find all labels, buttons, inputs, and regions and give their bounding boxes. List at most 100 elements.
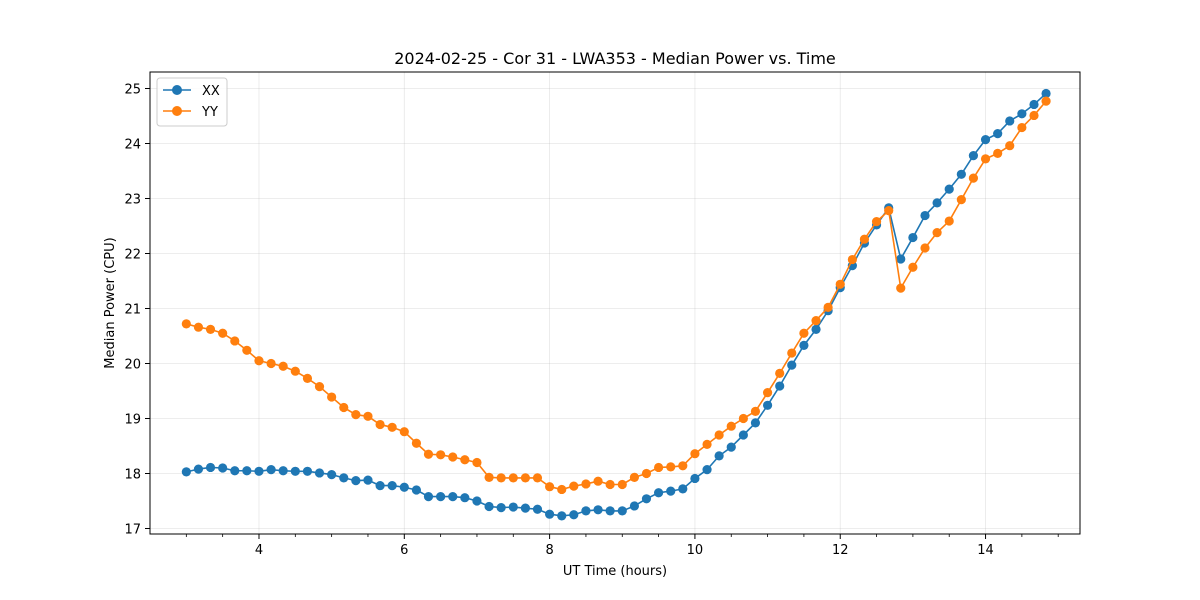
data-point-yy [678,461,688,471]
data-point-yy [944,216,954,226]
data-point-xx [581,506,591,516]
data-point-yy [605,479,615,490]
plot-frame [149,71,1081,535]
data-point-xx [314,468,325,478]
data-point-xx [993,129,1003,139]
y-tick-label: 24 [124,138,141,153]
data-point-yy [690,449,700,459]
data-point-xx [290,466,300,476]
data-point-xx [787,360,797,370]
data-point-yy [775,368,785,378]
data-point-yy [520,473,531,483]
data-point-yy [762,388,773,398]
data-point-xx [944,184,954,194]
data-point-xx [557,511,567,521]
data-point-yy [387,422,397,432]
data-point-xx [181,467,191,477]
data-point-xx [726,442,736,452]
data-point-xx [678,484,688,494]
data-point-yy [460,455,470,465]
data-point-xx [980,135,991,145]
data-point-yy [956,195,966,205]
data-point-yy [205,324,216,334]
data-point-yy [847,254,857,265]
data-point-xx [641,494,652,504]
data-point-xx [1005,116,1015,126]
data-point-xx [799,340,809,350]
y-axis-title: Median Power (CPU) [103,237,118,368]
data-point-yy [1005,141,1015,151]
data-point-yy [351,410,361,420]
data-point-yy [968,173,979,183]
data-point-yy [496,473,506,483]
data-point-yy [375,419,385,430]
data-point-xx [811,324,821,334]
data-point-xx [775,381,785,391]
data-point-yy [593,476,603,486]
data-point-yy [314,382,325,392]
data-point-yy [920,243,930,253]
series-yy [181,96,1051,495]
data-point-yy [266,358,276,369]
data-point-yy [484,472,494,482]
data-point-yy [787,348,797,358]
data-point-xx [605,506,615,516]
x-tick-label: 12 [832,543,849,558]
y-tick-label: 25 [124,83,141,98]
data-point-yy [617,479,627,490]
x-tick-label: 14 [977,543,994,558]
legend: XX YY [156,77,228,127]
data-point-xx [254,466,264,476]
data-point-yy [254,356,264,366]
data-point-xx [593,505,603,515]
data-point-yy [811,316,821,326]
data-point-yy [896,283,906,293]
data-point-yy [871,217,882,227]
data-point-xx [411,485,422,495]
data-point-xx [956,169,966,179]
data-point-yy [193,322,204,332]
data-point-yy [859,234,870,244]
data-point-xx [1029,99,1039,110]
data-point-xx [908,232,918,243]
data-point-xx [375,481,385,491]
data-point-yy [641,468,652,479]
data-point-xx [1041,88,1051,99]
data-point-xx [242,466,252,476]
x-tick-label: 10 [687,543,704,558]
legend-marker-xx [172,85,182,95]
y-tick-label: 17 [124,523,141,538]
data-point-yy [278,361,288,371]
data-point-xx [448,492,458,502]
x-tick-label: 6 [400,543,408,558]
data-point-xx [532,504,543,514]
data-point-yy [242,345,252,355]
legend-label-yy: YY [201,105,218,120]
data-point-yy [1041,96,1051,106]
data-point-xx [714,451,724,461]
data-point-xx [896,254,906,264]
data-point-xx [496,503,506,513]
axis-ticks: 4 6 8 10 12 14 17 18 19 20 21 22 23 24 25 [124,83,1059,558]
data-point-yy [363,411,373,421]
data-point-yy [653,462,664,473]
data-point-xx [690,473,700,484]
data-point-yy [290,366,300,376]
data-point-xx [205,462,216,473]
data-point-yy [932,228,942,238]
data-point-xx [230,466,240,476]
data-point-xx [666,486,676,496]
data-point-yy [581,479,591,489]
data-point-xx [920,210,930,221]
data-point-xx [460,493,470,503]
data-point-yy [799,328,809,338]
data-point-yy [835,279,845,289]
data-point-yy [436,450,446,460]
data-point-xx [762,400,773,410]
data-point-xx [472,496,482,506]
data-point-yy [993,148,1003,158]
data-point-xx [1017,109,1027,119]
chart-title: 2024-02-25 - Cor 31 - LWA353 - Median Po… [394,49,836,68]
data-point-xx [484,501,494,512]
